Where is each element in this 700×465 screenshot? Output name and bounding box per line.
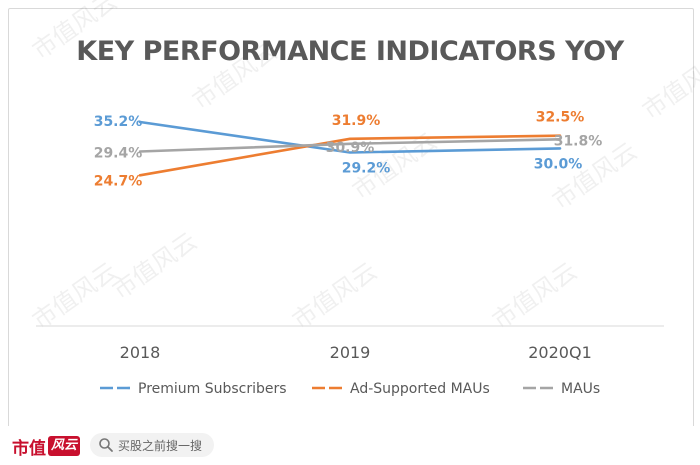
x-tick-label: 2020Q1	[528, 343, 592, 362]
data-label: 30.0%	[534, 156, 583, 172]
data-label-layer: 35.2% 29.2% 30.0% 24.7% 31.9% 32.5% 29.4% 30.9%…	[94, 110, 603, 190]
legend-label-1: Ad-Supported MAUs	[350, 381, 490, 397]
chart-panel	[8, 8, 694, 428]
watermark-text: 市值风云	[487, 257, 582, 335]
series-layer	[138, 120, 562, 177]
data-label: 31.8%	[554, 133, 603, 149]
brand-text: 市值	[12, 438, 46, 459]
data-label: 31.9%	[332, 113, 381, 129]
watermark-text: 市值风云	[107, 227, 202, 305]
series-line-1	[138, 134, 562, 177]
footer-bar: 市值 风云 买股之前搜一搜	[0, 426, 700, 465]
x-tick-label: 2019	[330, 343, 371, 362]
watermark-text: 市值风云	[27, 257, 122, 335]
series-line-2	[138, 138, 562, 153]
x-axis-tick-labels: 2018 2019 2020Q1	[120, 343, 592, 362]
data-label: 29.4%	[94, 145, 143, 161]
search-placeholder: 买股之前搜一搜	[118, 438, 203, 453]
data-label: 29.2%	[342, 160, 391, 176]
series-line-0	[138, 120, 562, 154]
search-box[interactable]: 买股之前搜一搜	[90, 433, 214, 457]
data-label: 30.9%	[326, 140, 375, 156]
data-label: 32.5%	[536, 110, 585, 126]
watermark-text: 市值风云	[287, 257, 382, 335]
chart-title: KEY PERFORMANCE INDICATORS YOY	[76, 36, 624, 67]
brand-mark: 风云	[48, 436, 81, 456]
search-icon	[99, 438, 113, 452]
brand-logo[interactable]: 市值 风云	[12, 435, 81, 459]
legend: Premium Subscribers Ad-Supported MAUs MAUs	[100, 381, 600, 397]
data-label: 24.7%	[94, 173, 143, 189]
data-label: 35.2%	[94, 114, 143, 130]
legend-label-2: MAUs	[561, 381, 600, 397]
x-tick-label: 2018	[120, 343, 161, 362]
legend-label-0: Premium Subscribers	[138, 381, 287, 397]
